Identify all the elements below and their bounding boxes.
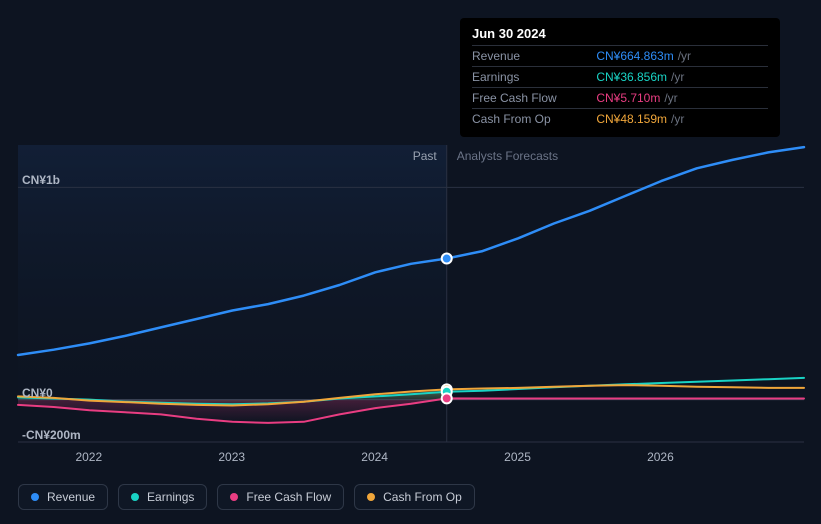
- tooltip-metric-label: Free Cash Flow: [472, 88, 596, 109]
- forecast-region-label: Analysts Forecasts: [457, 149, 558, 163]
- x-axis-label: 2025: [504, 450, 531, 464]
- chart-tooltip: Jun 30 2024 RevenueCN¥664.863m/yrEarning…: [460, 18, 780, 137]
- tooltip-metric-label: Revenue: [472, 46, 596, 67]
- legend-dot-icon: [31, 493, 39, 501]
- tooltip-metric-value: CN¥5.710m/yr: [596, 88, 768, 109]
- legend-label: Revenue: [47, 490, 95, 504]
- tooltip-metric-label: Cash From Op: [472, 109, 596, 130]
- legend-label: Earnings: [147, 490, 194, 504]
- tooltip-metric-value: CN¥664.863m/yr: [596, 46, 768, 67]
- tooltip-date: Jun 30 2024: [472, 26, 768, 45]
- x-axis-label: 2023: [218, 450, 245, 464]
- tooltip-metric-value: CN¥36.856m/yr: [596, 67, 768, 88]
- legend-label: Free Cash Flow: [246, 490, 331, 504]
- past-region-label: Past: [413, 149, 437, 163]
- tooltip-row: EarningsCN¥36.856m/yr: [472, 67, 768, 88]
- legend-item-cfo[interactable]: Cash From Op: [354, 484, 475, 510]
- tooltip-row: RevenueCN¥664.863m/yr: [472, 46, 768, 67]
- tooltip-metric-value: CN¥48.159m/yr: [596, 109, 768, 130]
- tooltip-row: Cash From OpCN¥48.159m/yr: [472, 109, 768, 130]
- y-axis-label: CN¥0: [22, 386, 53, 400]
- x-axis-label: 2026: [647, 450, 674, 464]
- legend-dot-icon: [131, 493, 139, 501]
- legend-dot-icon: [230, 493, 238, 501]
- legend-dot-icon: [367, 493, 375, 501]
- tooltip-metric-label: Earnings: [472, 67, 596, 88]
- x-axis-label: 2022: [75, 450, 102, 464]
- financial-forecast-chart: Jun 30 2024 RevenueCN¥664.863m/yrEarning…: [0, 0, 821, 524]
- x-axis-label: 2024: [361, 450, 388, 464]
- y-axis-label: CN¥1b: [22, 173, 60, 187]
- chart-legend: Revenue Earnings Free Cash Flow Cash From O…: [18, 484, 475, 510]
- legend-item-fcf[interactable]: Free Cash Flow: [217, 484, 344, 510]
- legend-item-earnings[interactable]: Earnings: [118, 484, 207, 510]
- tooltip-table: RevenueCN¥664.863m/yrEarningsCN¥36.856m/…: [472, 45, 768, 129]
- y-axis-label: -CN¥200m: [22, 428, 81, 442]
- tooltip-row: Free Cash FlowCN¥5.710m/yr: [472, 88, 768, 109]
- legend-label: Cash From Op: [383, 490, 462, 504]
- legend-item-revenue[interactable]: Revenue: [18, 484, 108, 510]
